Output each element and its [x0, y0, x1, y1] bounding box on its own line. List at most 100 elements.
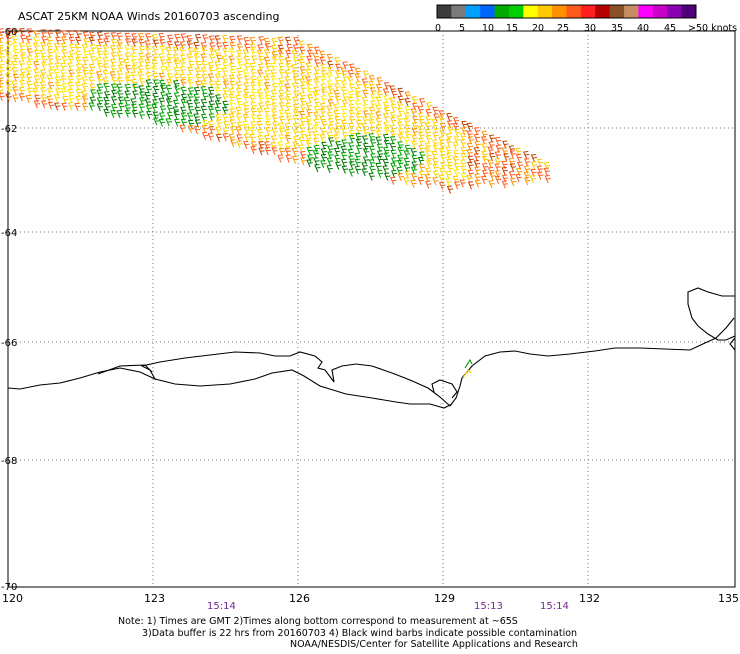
- wind-barb: [116, 39, 123, 48]
- wind-barb: [452, 156, 460, 165]
- wind-barb: [307, 128, 314, 137]
- wind-barb: [544, 175, 551, 184]
- wind-barb: [200, 86, 207, 95]
- wind-barb: [432, 170, 440, 179]
- wind-barb: [208, 53, 216, 62]
- wind-barb: [370, 153, 377, 162]
- wind-barb: [153, 79, 160, 88]
- wind-barb: [152, 53, 159, 62]
- wind-barb: [489, 172, 496, 181]
- wind-barb: [235, 106, 242, 115]
- wind-barb: [263, 37, 270, 46]
- wind-barb: [187, 93, 194, 102]
- wind-barb: [6, 54, 13, 63]
- wind-barb: [18, 93, 25, 102]
- wind-barb: [481, 169, 489, 178]
- wind-barb: [188, 60, 195, 69]
- wind-barb: [543, 167, 550, 176]
- legend-tick-label: 0: [435, 23, 441, 34]
- wind-barb: [187, 106, 195, 115]
- wind-barb: [375, 130, 383, 139]
- wind-barb: [83, 50, 90, 59]
- wind-barb: [75, 95, 82, 104]
- wind-barb: [419, 170, 426, 179]
- wind-barb: [40, 29, 47, 38]
- wind-barb: [494, 170, 502, 179]
- wind-barb: [340, 105, 348, 114]
- wind-barb: [335, 161, 342, 170]
- wind-barb: [445, 178, 452, 187]
- wind-barb: [165, 58, 173, 67]
- wind-barb: [271, 56, 279, 65]
- wind-barb: [12, 86, 19, 95]
- wind-barb: [46, 74, 53, 83]
- wind-barb: [390, 169, 398, 179]
- wind-barb: [243, 108, 250, 117]
- wind-barb: [88, 50, 95, 59]
- wind-barb: [74, 102, 81, 111]
- wind-barb: [355, 138, 363, 147]
- wind-barb: [5, 73, 12, 82]
- wind-barb: [13, 48, 20, 58]
- wind-barb: [193, 41, 200, 50]
- wind-barb: [404, 98, 411, 107]
- wind-barb: [166, 53, 173, 63]
- wind-barb: [256, 81, 264, 90]
- wind-barb: [501, 166, 508, 176]
- wind-barb: [39, 74, 46, 83]
- wind-barb: [410, 172, 418, 182]
- wind-barb: [117, 96, 125, 105]
- wind-barb: [138, 85, 145, 94]
- wind-barb: [501, 174, 509, 183]
- wind-barb: [299, 78, 306, 87]
- wind-barb: [151, 59, 158, 68]
- wind-barb: [515, 147, 522, 156]
- legend-tick-label: 40: [637, 23, 649, 34]
- wind-barb: [243, 140, 250, 149]
- wind-barb: [33, 68, 40, 77]
- wind-barb: [389, 142, 396, 152]
- wind-barb: [424, 122, 432, 131]
- wind-barb: [460, 165, 467, 174]
- wind-barb: [124, 90, 131, 99]
- wind-barb: [446, 158, 453, 167]
- wind-barb: [208, 66, 215, 76]
- wind-barb: [131, 103, 138, 112]
- wind-barb: [299, 124, 306, 133]
- wind-barb: [348, 142, 355, 151]
- wind-barb: [264, 43, 272, 52]
- wind-barb: [195, 73, 202, 82]
- wind-barb: [439, 129, 446, 138]
- wind-barb: [425, 180, 432, 189]
- wind-barb: [186, 99, 193, 109]
- wind-barb: [4, 48, 11, 57]
- wind-barb: [173, 73, 181, 82]
- wind-barb: [137, 65, 145, 74]
- wind-barb: [424, 147, 431, 156]
- wind-barb: [404, 91, 411, 100]
- wind-barb: [222, 106, 229, 115]
- wind-barb: [236, 43, 244, 52]
- wind-barb: [299, 92, 306, 101]
- wind-barb: [362, 70, 370, 79]
- wind-barb: [207, 132, 214, 141]
- wind-barb: [6, 86, 13, 95]
- wind-barb: [0, 41, 4, 50]
- wind-barb: [33, 42, 40, 51]
- wind-barb: [83, 38, 90, 47]
- wind-barb: [111, 89, 118, 98]
- wind-barb: [116, 44, 123, 53]
- wind-barb: [417, 156, 425, 165]
- wind-barb: [257, 128, 264, 137]
- wind-barb: [173, 118, 181, 127]
- wind-barb: [271, 102, 278, 111]
- wind-barb: [334, 95, 342, 104]
- wind-barb: [334, 76, 341, 86]
- wind-barb: [445, 146, 452, 155]
- wind-barb: [222, 87, 229, 96]
- wind-barb: [11, 60, 18, 69]
- wind-barb: [179, 46, 186, 55]
- wind-barb: [39, 87, 47, 96]
- pass-times: 15:14 15:13 15:14: [207, 601, 569, 612]
- wind-barb: [138, 45, 146, 54]
